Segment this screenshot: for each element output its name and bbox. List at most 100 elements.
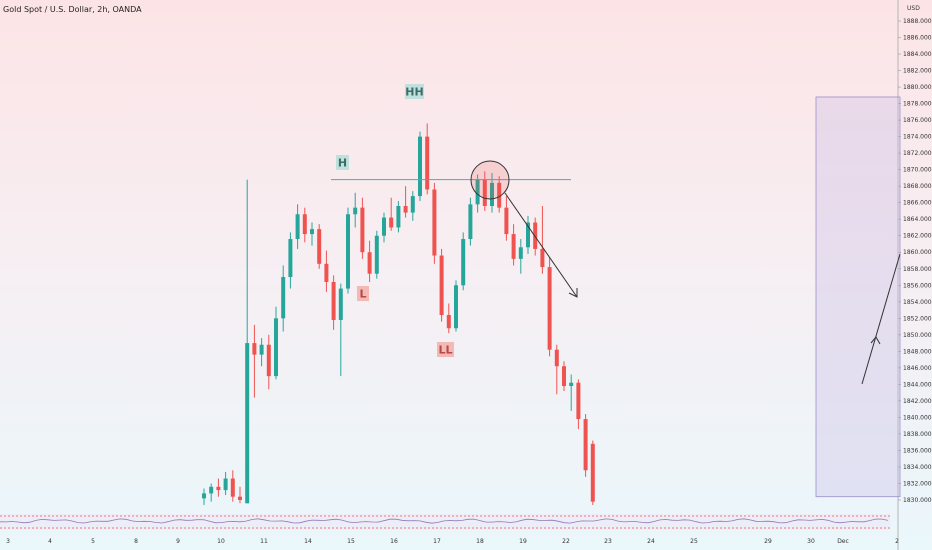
price-tick-label: 1866.000	[903, 200, 932, 207]
price-tick-label: 1882.000	[903, 68, 932, 75]
down-arrow-head	[568, 288, 578, 298]
time-tick-label: 16	[390, 538, 398, 545]
price-tick-label: 1840.000	[903, 414, 932, 421]
time-axis[interactable]: 3 4 5 8 9 10 11 14 15 16 17 18 19 22 23 24 25 29 30 Dec 2	[6, 538, 899, 545]
candle-body	[454, 285, 458, 329]
candle-body	[410, 196, 415, 213]
candle-body	[468, 204, 473, 240]
candle-body	[482, 179, 487, 206]
label-h[interactable]: H	[338, 157, 347, 170]
label-ll[interactable]: LL	[438, 344, 452, 357]
candle-body	[259, 344, 264, 355]
price-tick-label: 1856.000	[903, 282, 932, 289]
candle-body	[324, 263, 329, 282]
candle-body	[295, 214, 300, 240]
time-tick-label: 30	[807, 538, 815, 545]
candle-body	[526, 222, 530, 248]
candle-body	[562, 366, 566, 387]
indicator-pane	[0, 514, 890, 530]
price-axis[interactable]: 1888.000 1886.000 1884.000 1882.000 1880.000…	[897, 0, 932, 550]
price-tick-label: 1876.000	[903, 117, 932, 124]
candle-body	[576, 382, 581, 420]
candle-body	[360, 207, 365, 253]
price-tick-label: 1858.000	[903, 266, 932, 273]
price-tick-label: 1844.000	[903, 381, 932, 388]
time-tick-label: 2	[895, 538, 899, 545]
candle-body	[252, 343, 257, 355]
candle-body	[209, 486, 214, 494]
time-tick-label: 5	[91, 538, 95, 545]
candle-body	[346, 214, 350, 289]
candle-body	[331, 281, 336, 320]
label-l[interactable]: L	[359, 288, 366, 301]
candle-body	[274, 318, 278, 377]
time-tick-label: 19	[519, 538, 527, 545]
time-tick-label: 4	[48, 538, 52, 545]
candle-body	[590, 443, 595, 502]
candle-body	[230, 478, 235, 497]
label-hh-bg	[405, 84, 424, 99]
price-tick-label: 1864.000	[903, 216, 932, 223]
time-tick-label: 3	[6, 538, 10, 545]
candle-body	[374, 235, 379, 274]
price-tick-label: 1880.000	[903, 84, 932, 91]
up-arrow-line[interactable]	[861, 253, 901, 385]
candle-body	[396, 205, 401, 228]
price-tick-label: 1848.000	[903, 348, 932, 355]
projection-box[interactable]	[815, 96, 901, 498]
candle-body	[569, 382, 574, 387]
candle-body	[223, 478, 228, 491]
price-tick-label: 1846.000	[903, 365, 932, 372]
candle-body	[317, 229, 322, 264]
candle-body	[288, 239, 293, 278]
candle-body	[554, 349, 559, 367]
price-tick-label: 1836.000	[903, 447, 932, 454]
candle-body	[583, 419, 588, 471]
candle-body	[432, 189, 437, 256]
price-tick-label: 1852.000	[903, 315, 932, 322]
candle-body	[310, 229, 314, 235]
price-tick-label: 1838.000	[903, 431, 932, 438]
price-tick-label: 1884.000	[903, 51, 932, 58]
currency-label: USD	[907, 5, 920, 12]
candle-body	[497, 182, 502, 208]
price-tick-label: 1886.000	[903, 35, 932, 42]
time-tick-label: 22	[562, 538, 570, 545]
price-tick-label: 1830.000	[903, 497, 932, 504]
candle-body	[281, 277, 286, 319]
candle-body	[202, 493, 206, 499]
time-tick-label: 15	[347, 538, 355, 545]
candle-body	[490, 182, 494, 206]
time-tick-label: 8	[134, 538, 138, 545]
label-l-bg	[357, 286, 369, 301]
candle-body	[266, 344, 271, 377]
time-tick-label: 29	[764, 538, 772, 545]
price-tick-label: 1874.000	[903, 134, 932, 141]
candle-body	[547, 267, 552, 350]
candle-body	[338, 288, 343, 320]
price-tick-label: 1860.000	[903, 249, 932, 256]
up-arrow-head	[870, 336, 881, 345]
candle-body	[238, 496, 242, 500]
candle-body	[504, 207, 509, 235]
label-hh[interactable]: HH	[405, 86, 423, 99]
highlight-circle[interactable]	[470, 160, 510, 200]
candle-body	[353, 207, 358, 215]
price-tick-label: 1868.000	[903, 183, 932, 190]
candle-body	[533, 222, 538, 249]
down-arrow-line[interactable]	[504, 192, 578, 298]
time-tick-label: 24	[647, 538, 655, 545]
price-tick-label: 1834.000	[903, 464, 932, 471]
candle-body	[403, 205, 408, 213]
candle-body	[216, 486, 221, 491]
candle-body	[382, 217, 386, 236]
chart-title: Gold Spot / U.S. Dollar, 2h, OANDA	[3, 5, 142, 14]
time-tick-label: 9	[176, 538, 180, 545]
candle-body	[540, 248, 545, 268]
price-tick-label: 1870.000	[903, 167, 932, 174]
candle-body	[475, 179, 480, 205]
price-tick-label: 1842.000	[903, 398, 932, 405]
